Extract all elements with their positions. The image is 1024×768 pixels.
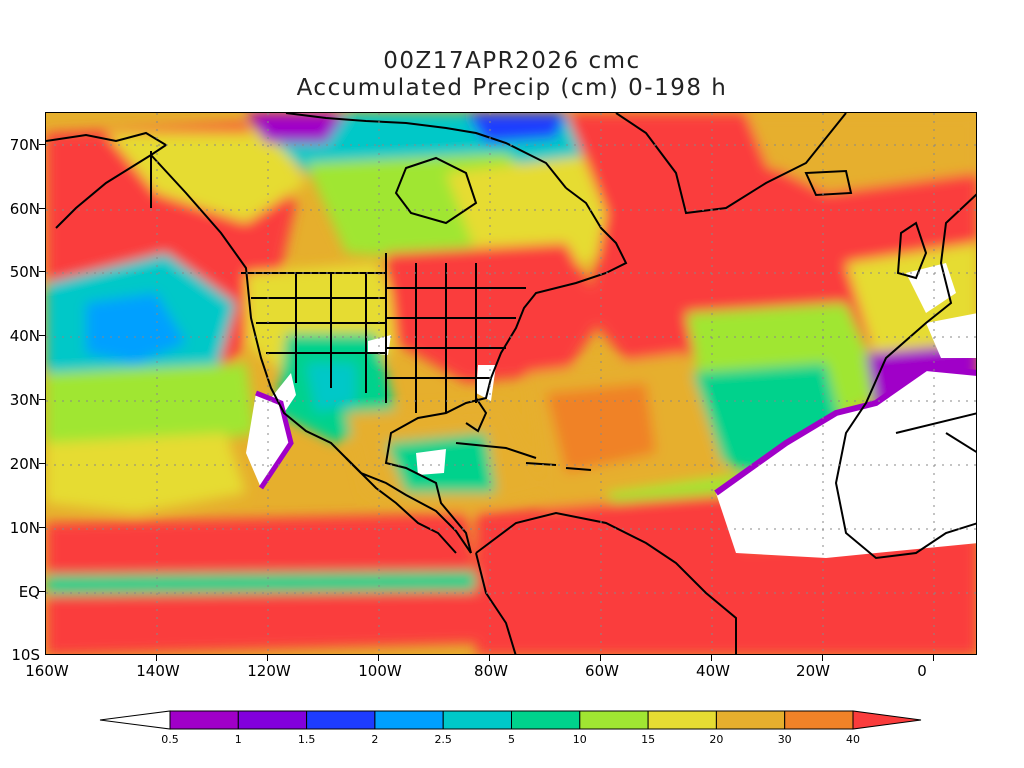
y-tick	[39, 335, 45, 336]
y-tick	[39, 271, 45, 272]
x-tick	[378, 655, 379, 661]
x-label-140w: 140W	[136, 662, 180, 680]
y-label-60n: 60N	[9, 200, 40, 218]
colorbar-cell	[374, 710, 444, 730]
x-label-100w: 100W	[358, 662, 402, 680]
graticule	[46, 113, 976, 654]
x-tick	[267, 655, 268, 661]
coastlines	[46, 113, 976, 654]
y-tick	[39, 463, 45, 464]
x-label-40w: 40W	[696, 662, 730, 680]
colorbar-label: 40	[846, 733, 860, 746]
colorbar-label: 1.5	[297, 733, 316, 746]
colorbar-cell	[511, 710, 581, 730]
x-label-80w: 80W	[474, 662, 508, 680]
y-label-10n: 10N	[9, 519, 40, 537]
colorbar-arrow-low	[99, 710, 171, 730]
colorbar-cells	[99, 710, 922, 730]
y-label-10s: 10S	[11, 646, 40, 664]
colorbar-label: 15	[641, 733, 656, 746]
precip-map	[45, 112, 977, 655]
colorbar-label: 10	[572, 733, 587, 746]
colorbar-cell	[647, 710, 717, 730]
colorbar-cell	[715, 710, 786, 730]
x-label-0: 0	[917, 662, 927, 680]
colorbar-cell	[306, 710, 376, 730]
x-label-60w: 60W	[585, 662, 619, 680]
x-tick	[711, 655, 712, 661]
y-tick	[39, 591, 45, 592]
x-tick	[156, 655, 157, 661]
colorbar-label: 30	[777, 733, 792, 746]
colorbar-cell	[442, 710, 513, 730]
x-tick	[600, 655, 601, 661]
y-tick	[39, 208, 45, 209]
colorbar-label: 20	[709, 733, 724, 746]
x-tick	[933, 655, 934, 661]
y-label-20n: 20N	[9, 455, 40, 473]
x-tick	[489, 655, 490, 661]
colorbar-cell	[579, 710, 649, 730]
colorbar-label: 0.5	[161, 733, 179, 746]
map-title-line1: 00Z17APR2026 cmc	[383, 48, 641, 74]
y-label-70n: 70N	[9, 136, 40, 154]
y-label-30n: 30N	[9, 391, 40, 409]
colorbar-label: 5	[508, 733, 515, 746]
colorbar-label: 1	[234, 733, 242, 746]
colorbar-cell	[237, 710, 308, 730]
y-tick	[39, 527, 45, 528]
precip-map-svg	[46, 113, 976, 654]
y-label-40n: 40N	[9, 327, 40, 345]
x-label-20w: 20W	[796, 662, 830, 680]
colorbar-arrow-high	[852, 710, 922, 730]
colorbar-cell	[169, 710, 239, 730]
dry-regions	[246, 263, 976, 558]
y-tick	[39, 399, 45, 400]
x-label-160w: 160W	[25, 662, 69, 680]
y-label-eq: EQ	[18, 583, 40, 601]
x-label-120w: 120W	[247, 662, 291, 680]
y-label-50n: 50N	[9, 263, 40, 281]
x-tick	[822, 655, 823, 661]
colorbar-label: 2.5	[434, 733, 452, 746]
map-title-line2: Accumulated Precip (cm) 0-198 h	[296, 75, 728, 101]
colorbar-cell	[784, 710, 854, 730]
colorbar-label: 2	[371, 733, 379, 746]
y-tick	[39, 144, 45, 145]
